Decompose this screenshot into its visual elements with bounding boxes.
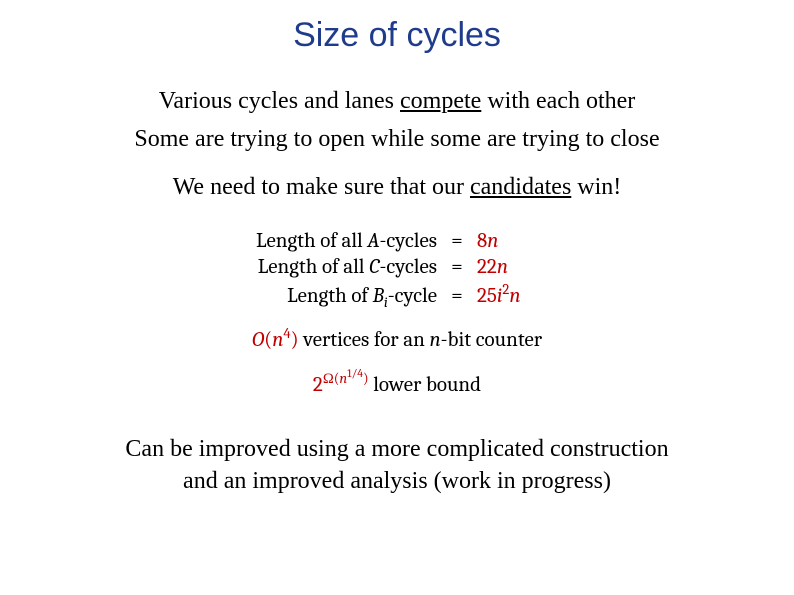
footer-text: Can be improved using a more complicated…	[50, 433, 744, 498]
text: Various cycles and lanes	[159, 88, 400, 114]
equation-row-c: Length of all C-cycles = 22n	[182, 255, 612, 279]
text: lower bound	[369, 373, 481, 397]
text: win!	[571, 174, 621, 200]
text: with each other	[481, 88, 635, 114]
coef: 8	[477, 229, 487, 253]
underline-candidates: candidates	[470, 174, 571, 200]
eq-right: 22n	[467, 255, 612, 279]
complexity-lower-bound: 2Ω(n1/4) lower bound	[0, 366, 794, 397]
text: vertices for an	[299, 328, 430, 352]
coef: 22	[477, 255, 497, 279]
var-b: B	[373, 284, 384, 308]
var-n: n	[487, 229, 498, 253]
eq-right: 25i2n	[467, 281, 612, 308]
var-n: n	[497, 255, 508, 279]
coef: 25	[477, 284, 497, 308]
text: -cycles	[380, 255, 437, 279]
equation-row-b: Length of Bi-cycle = 25i2n	[182, 281, 612, 311]
base-2: 2	[313, 373, 323, 397]
omega: Ω(	[323, 370, 340, 387]
eq-left: Length of all A-cycles	[182, 229, 447, 253]
footer-line-1: Can be improved using a more complicated…	[125, 436, 668, 462]
text: Length of all	[258, 255, 369, 279]
text: Length of	[287, 284, 373, 308]
eq-right: 8n	[467, 229, 612, 253]
eq-left: Length of all C-cycles	[182, 255, 447, 279]
text: Length of all	[256, 229, 367, 253]
equals-sign: =	[447, 255, 467, 279]
var-n: n	[509, 284, 520, 308]
text: -cycles	[380, 229, 437, 253]
text: -cycle	[388, 284, 437, 308]
exp-4: 4	[283, 325, 290, 342]
big-o: O	[252, 328, 264, 352]
complexity-vertices: O(n4) vertices for an n-bit counter	[0, 325, 794, 352]
intro-line-1: Various cycles and lanes compete with ea…	[40, 83, 754, 119]
equations-block: Length of all A-cycles = 8n Length of al…	[182, 229, 612, 311]
text: We need to make sure that our	[173, 174, 470, 200]
intro-line-3: We need to make sure that our candidates…	[40, 169, 754, 205]
big-o-expr: O(n4)	[252, 328, 299, 352]
exp-frac: 1/4	[347, 366, 363, 380]
underline-compete: compete	[400, 88, 481, 114]
paren: )	[291, 328, 299, 352]
paren: (	[264, 328, 272, 352]
footer-line-2: and an improved analysis (work in progre…	[183, 468, 611, 494]
lb-expr: 2Ω(n1/4)	[313, 373, 369, 397]
eq-left: Length of Bi-cycle	[182, 284, 447, 311]
text: -bit counter	[441, 328, 542, 352]
slide: Size of cycles Various cycles and lanes …	[0, 0, 794, 595]
equation-row-a: Length of all A-cycles = 8n	[182, 229, 612, 253]
equals-sign: =	[447, 284, 467, 308]
var-n: n	[272, 328, 283, 352]
var-n: n	[429, 328, 440, 352]
equals-sign: =	[447, 229, 467, 253]
exponent: Ω(n1/4)	[323, 370, 369, 387]
slide-title: Size of cycles	[0, 16, 794, 55]
var-a: A	[367, 229, 379, 253]
intro-line-2: Some are trying to open while some are t…	[40, 121, 754, 157]
var-c: C	[369, 255, 379, 279]
